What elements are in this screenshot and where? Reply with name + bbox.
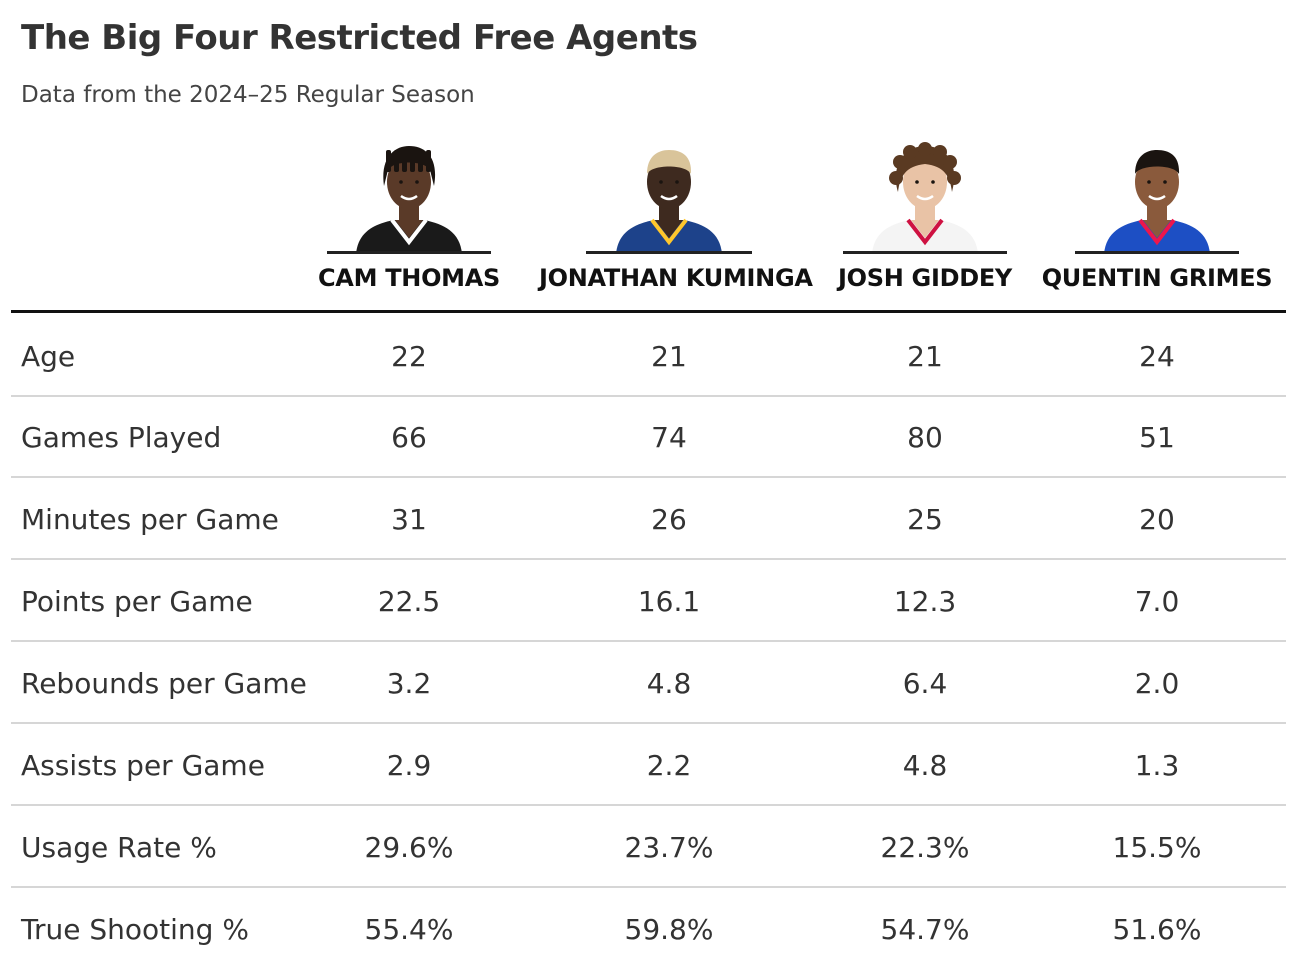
table-cell: 24 (1139, 340, 1175, 373)
player-name: JONATHAN KUMINGA (539, 264, 813, 292)
player-name: JOSH GIDDEY (837, 264, 1012, 292)
table-cell: 80 (907, 421, 943, 454)
table-row: True Shooting % 55.4% 59.8% 54.7% 51.6% (11, 888, 1286, 970)
table-cell: 23.7% (624, 831, 714, 864)
row-label: Points per Game (21, 585, 253, 618)
player-name: CAM THOMAS (317, 264, 501, 292)
table-row: Games Played 66 74 80 51 (11, 396, 1286, 478)
table-cell: 2.0 (1134, 667, 1180, 700)
table-cell: 2.9 (386, 749, 432, 782)
chart-title: The Big Four Restricted Free Agents (21, 18, 698, 58)
table-cell: 21 (907, 340, 943, 373)
table-cell: 54.7% (880, 913, 970, 946)
table-row: Assists per Game 2.9 2.2 4.8 1.3 (11, 724, 1286, 806)
table-cell: 51.6% (1112, 913, 1202, 946)
player-headshot (1092, 140, 1222, 254)
row-label: Assists per Game (21, 749, 265, 782)
table-cell: 55.4% (364, 913, 454, 946)
player-column-header: QUENTIN GRIMES (1042, 140, 1273, 300)
row-divider (11, 722, 1286, 724)
row-divider (11, 804, 1286, 806)
row-divider (11, 640, 1286, 642)
row-divider (11, 476, 1286, 478)
table-cell: 4.8 (646, 667, 692, 700)
table-cell: 22.5 (377, 585, 441, 618)
row-label: Age (21, 340, 76, 373)
table-cell: 59.8% (624, 913, 714, 946)
player-headshot (344, 140, 474, 254)
table-cell: 25 (907, 503, 943, 536)
player-headshot (860, 140, 990, 254)
chart-subtitle: Data from the 2024–25 Regular Season (21, 82, 475, 108)
table-cell: 26 (651, 503, 687, 536)
table-row: Age 22 21 21 24 (11, 315, 1286, 397)
table-row: Points per Game 22.5 16.1 12.3 7.0 (11, 560, 1286, 642)
table-cell: 15.5% (1112, 831, 1202, 864)
table-cell: 20 (1139, 503, 1175, 536)
headshot-underline (843, 251, 1007, 254)
row-divider (11, 886, 1286, 888)
table-cell: 22.3% (880, 831, 970, 864)
header-rule (11, 310, 1286, 313)
table-cell: 74 (651, 421, 687, 454)
row-label: Rebounds per Game (21, 667, 307, 700)
table-cell: 51 (1139, 421, 1175, 454)
table-cell: 21 (651, 340, 687, 373)
table-cell: 29.6% (364, 831, 454, 864)
player-name: QUENTIN GRIMES (1041, 264, 1273, 292)
table-cell: 6.4 (902, 667, 948, 700)
row-label: Usage Rate % (21, 831, 217, 864)
headshot-underline (586, 251, 752, 254)
table-cell: 31 (391, 503, 427, 536)
table-row: Usage Rate % 29.6% 23.7% 22.3% 15.5% (11, 806, 1286, 888)
player-column-header: JONATHAN KUMINGA (539, 140, 813, 300)
headshot-underline (1075, 251, 1239, 254)
table-row: Minutes per Game 31 26 25 20 (11, 478, 1286, 560)
player-column-header: CAM THOMAS (318, 140, 500, 300)
table-cell: 1.3 (1134, 749, 1180, 782)
table-cell: 12.3 (893, 585, 957, 618)
table-cell: 2.2 (646, 749, 692, 782)
row-label: Games Played (21, 421, 222, 454)
table-cell: 7.0 (1134, 585, 1180, 618)
table-cell: 3.2 (386, 667, 432, 700)
row-label: Minutes per Game (21, 503, 279, 536)
table-cell: 4.8 (902, 749, 948, 782)
player-column-header: JOSH GIDDEY (835, 140, 1015, 300)
row-divider (11, 558, 1286, 560)
row-label: True Shooting % (21, 913, 249, 946)
table-cell: 16.1 (637, 585, 701, 618)
headshot-underline (327, 251, 491, 254)
table-cell: 66 (391, 421, 427, 454)
table-cell: 22 (391, 340, 427, 373)
player-headshot (604, 140, 734, 254)
table-row: Rebounds per Game 3.2 4.8 6.4 2.0 (11, 642, 1286, 724)
row-divider (11, 395, 1286, 397)
